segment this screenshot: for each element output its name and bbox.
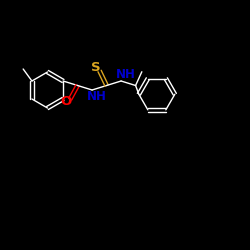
Text: O: O — [60, 95, 71, 108]
Text: S: S — [91, 62, 101, 74]
Text: NH: NH — [116, 68, 136, 81]
Text: NH: NH — [87, 90, 106, 104]
